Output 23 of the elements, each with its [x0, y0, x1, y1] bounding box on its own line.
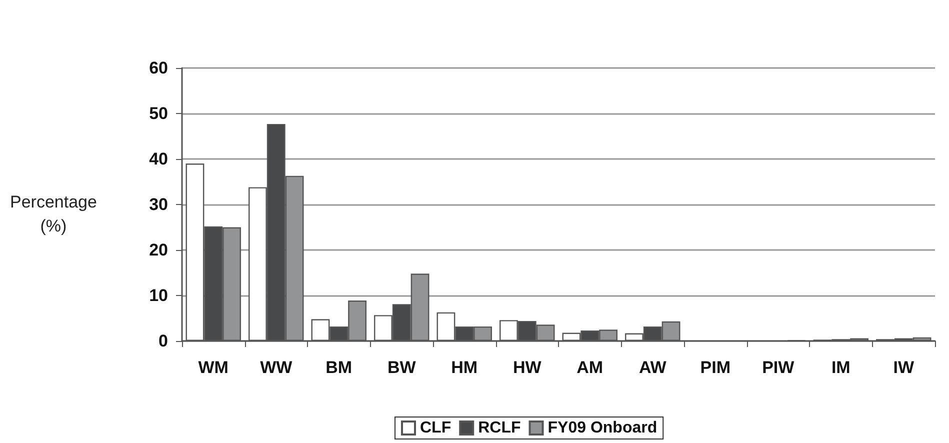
y-tick-label: 40 [149, 150, 168, 168]
legend-label: CLF [420, 420, 452, 436]
y-tick-label: 30 [149, 195, 168, 214]
x-tick-label: HM [451, 358, 478, 377]
y-tick-label: 0 [158, 332, 168, 350]
x-tick-label: AW [638, 358, 668, 377]
x-tick-label: HW [512, 358, 542, 377]
y-tick-label: 60 [149, 58, 168, 78]
y-tick-label: 10 [149, 286, 168, 305]
x-tick-label: BM [326, 358, 352, 377]
legend-label: RCLF [478, 420, 521, 436]
legend-label: FY09 Onboard [548, 420, 658, 436]
x-tick-label: WW [260, 358, 294, 377]
x-tick-label: AM [576, 358, 604, 377]
x-tick-label: PIW [762, 358, 796, 377]
x-tick-label: BW [387, 358, 417, 377]
x-tick-label: WM [198, 358, 228, 377]
y-tick-label: 20 [149, 240, 168, 260]
x-tick-label: IM [831, 358, 850, 377]
x-tick-label: IW [893, 358, 915, 377]
y-tick-label: 50 [149, 104, 168, 123]
y-axis-title: Percentage (%) [10, 192, 97, 236]
x-tick-label: PIM [700, 358, 730, 377]
